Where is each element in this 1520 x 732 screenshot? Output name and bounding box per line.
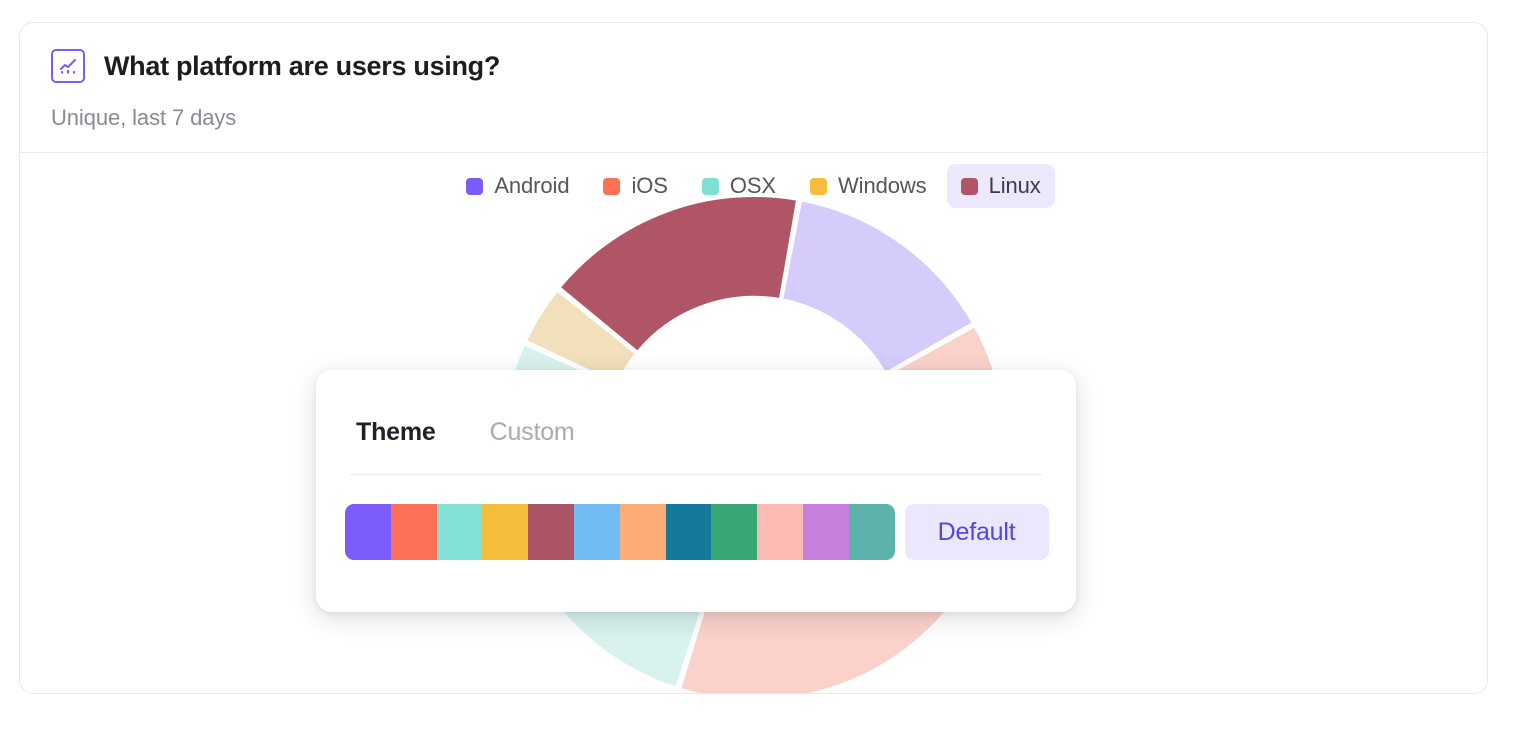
palette-row: Default: [345, 504, 1049, 560]
page-title: What platform are users using?: [104, 50, 501, 81]
legend-swatch-icon: [960, 177, 978, 195]
tab-theme[interactable]: Theme: [356, 418, 436, 446]
legend-item-label: Linux: [988, 173, 1041, 198]
card-body: Android iOS OSX Windows Linux Theme Custom D…: [20, 154, 1487, 693]
legend-item-osx[interactable]: OSX: [688, 164, 790, 208]
legend-item-label: iOS: [631, 173, 668, 198]
palette-swatch-2[interactable]: [390, 504, 437, 560]
palette-swatch-8[interactable]: [665, 504, 712, 560]
palette-swatch-6[interactable]: [573, 504, 620, 560]
popup-tab-list: Theme Custom: [356, 418, 575, 447]
default-palette-button[interactable]: Default: [904, 504, 1049, 560]
legend-item-label: OSX: [729, 173, 777, 198]
platform-chart-card: What platform are users using? Unique, l…: [19, 22, 1488, 694]
chart-legend: Android iOS OSX Windows Linux: [20, 164, 1487, 208]
legend-swatch-icon: [603, 177, 621, 195]
legend-swatch-icon: [466, 177, 484, 195]
legend-item-label: Android: [494, 173, 570, 198]
card-title-row: What platform are users using?: [51, 49, 500, 83]
tab-custom[interactable]: Custom: [489, 418, 575, 446]
card-subtitle: Unique, last 7 days: [51, 105, 237, 130]
card-header: What platform are users using? Unique, l…: [20, 23, 1487, 153]
palette-swatch-10[interactable]: [757, 504, 803, 560]
theme-picker-popup: Theme Custom Default: [316, 370, 1076, 612]
palette-swatch-7[interactable]: [619, 504, 666, 560]
donut-slice-android[interactable]: [780, 199, 974, 374]
line-chart-icon: [51, 49, 85, 83]
legend-item-ios[interactable]: iOS: [589, 164, 681, 208]
legend-swatch-icon: [701, 177, 719, 195]
palette-swatch-3[interactable]: [436, 504, 483, 560]
palette-swatch-11[interactable]: [802, 504, 849, 560]
palette-swatch-5[interactable]: [528, 504, 574, 560]
legend-item-label: Windows: [838, 173, 927, 198]
palette-swatch-strip[interactable]: [345, 504, 895, 560]
popup-divider: [349, 474, 1043, 475]
palette-swatch-12[interactable]: [848, 504, 895, 560]
legend-item-linux[interactable]: Linux: [946, 164, 1055, 208]
palette-swatch-9[interactable]: [711, 504, 758, 560]
palette-swatch-4[interactable]: [482, 504, 529, 560]
palette-swatch-1[interactable]: [345, 504, 391, 560]
donut-slice-linux[interactable]: [558, 195, 798, 353]
legend-item-windows[interactable]: Windows: [796, 164, 941, 208]
legend-item-android[interactable]: Android: [452, 164, 583, 208]
legend-swatch-icon: [810, 177, 828, 195]
